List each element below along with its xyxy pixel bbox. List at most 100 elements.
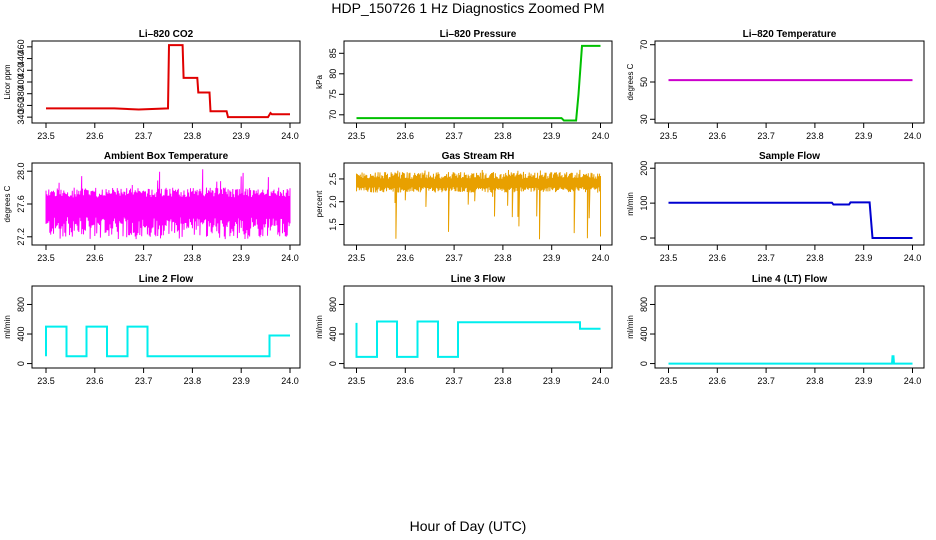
panel-4-ytick-label: 27.2 xyxy=(16,228,26,246)
panel-5-xtick-label: 24.0 xyxy=(592,253,610,263)
panel-5-xtick-label: 23.9 xyxy=(543,253,561,263)
panel-1-ytick-label: 460 xyxy=(16,39,26,54)
panel-9-xtick-label: 24.0 xyxy=(904,376,922,386)
panel-6-series xyxy=(668,201,913,239)
panel-4-xtick-label: 23.6 xyxy=(86,253,104,263)
panel-8-ytick-label: 800 xyxy=(328,297,338,312)
panel-3-frame xyxy=(654,40,925,124)
panel-6-xtick-label: 23.5 xyxy=(660,253,678,263)
panel-1-ytick-label: 420 xyxy=(16,63,26,78)
panel-6-title: Sample Flow xyxy=(759,151,820,162)
panel-8-xtick-label: 23.7 xyxy=(445,376,463,386)
panel-7-xtick-label: 23.6 xyxy=(86,376,104,386)
panel-5-frame xyxy=(343,162,613,246)
panel-5-ytick-label: 1.5 xyxy=(328,218,338,231)
panel-9-xtick-label: 23.5 xyxy=(660,376,678,386)
panel-6-xtick-label: 24.0 xyxy=(904,253,922,263)
panel-9-frame xyxy=(654,285,925,369)
panel-2-title: Li–820 Pressure xyxy=(440,29,517,40)
panel-3-ylabel: degrees C xyxy=(626,63,635,100)
panel-4-series xyxy=(45,169,291,240)
panel-7-frame xyxy=(31,285,301,369)
panel-3-ytick-label: 70 xyxy=(639,40,649,50)
panel-2-ytick-label: 80 xyxy=(328,69,338,79)
panel-4-ytick-label: 28.0 xyxy=(16,162,26,180)
panel-7-ytick-label: 0 xyxy=(16,361,26,366)
panel-6-ytick-label: 200 xyxy=(639,161,649,176)
panel-8-xtick-label: 23.6 xyxy=(397,376,415,386)
figure-title: HDP_150726 1 Hz Diagnostics Zoomed PM xyxy=(331,0,605,16)
panel-3-ytick-label: 50 xyxy=(639,77,649,87)
panel-9-series xyxy=(668,355,913,365)
panel-4-xtick-label: 23.9 xyxy=(232,253,250,263)
panel-6-xtick-label: 23.7 xyxy=(757,253,775,263)
panel-4-xtick-label: 23.8 xyxy=(184,253,202,263)
panel-2-xtick-label: 24.0 xyxy=(592,131,610,141)
panel-3-xtick-label: 23.7 xyxy=(757,131,775,141)
panel-1-ylabel: Licor ppm xyxy=(3,64,12,99)
panel-4-xtick-label: 23.7 xyxy=(135,253,153,263)
panel-1-xtick-label: 23.5 xyxy=(37,131,55,141)
panel-2-xtick-label: 23.5 xyxy=(348,131,366,141)
panel-8-xtick-label: 23.8 xyxy=(494,376,512,386)
panel-1-frame xyxy=(31,40,301,124)
panel-9-xtick-label: 23.8 xyxy=(806,376,824,386)
panel-2-ytick-label: 75 xyxy=(328,89,338,99)
panel-5-ytick-label: 2.5 xyxy=(328,173,338,186)
panel-1-xtick-label: 23.7 xyxy=(135,131,153,141)
panel-8-frame xyxy=(343,285,613,369)
panel-4-ytick-label: 27.6 xyxy=(16,195,26,213)
panel-1-ytick-label: 340 xyxy=(16,110,26,125)
panel-3-xtick-label: 23.6 xyxy=(709,131,727,141)
panel-9-ylabel: ml/min xyxy=(626,315,635,339)
panel-7-ytick-label: 800 xyxy=(16,297,26,312)
panel-7-xtick-label: 23.5 xyxy=(37,376,55,386)
panel-3-xtick-label: 23.5 xyxy=(660,131,678,141)
panel-2-ytick-label: 85 xyxy=(328,48,338,58)
panel-1-ytick-label: 440 xyxy=(16,51,26,66)
panel-6-frame xyxy=(654,162,925,246)
panel-2-xtick-label: 23.8 xyxy=(494,131,512,141)
panel-2-xtick-label: 23.7 xyxy=(445,131,463,141)
panel-9-xtick-label: 23.9 xyxy=(855,376,873,386)
panel-4-title: Ambient Box Temperature xyxy=(104,151,229,162)
x-axis-caption: Hour of Day (UTC) xyxy=(409,518,527,534)
panel-6-xtick-label: 23.8 xyxy=(806,253,824,263)
panel-2-xtick-label: 23.9 xyxy=(543,131,561,141)
panel-6-xtick-label: 23.9 xyxy=(855,253,873,263)
panel-4-xtick-label: 24.0 xyxy=(281,253,299,263)
panel-3-xtick-label: 24.0 xyxy=(904,131,922,141)
panel-7-series xyxy=(45,325,290,358)
panel-2-series xyxy=(356,44,601,122)
panel-1-ytick-label: 400 xyxy=(16,74,26,89)
panel-5-ytick-label: 2.0 xyxy=(328,195,338,208)
panel-6-ylabel: ml/min xyxy=(626,192,635,216)
panel-1-ytick-label: 360 xyxy=(16,98,26,113)
panel-8-series xyxy=(355,320,601,358)
panel-9-ytick-label: 800 xyxy=(639,297,649,312)
panel-9-xtick-label: 23.7 xyxy=(757,376,775,386)
panel-2-ytick-label: 70 xyxy=(328,110,338,120)
panel-1-ytick-label: 380 xyxy=(16,86,26,101)
panel-8-xtick-label: 23.9 xyxy=(543,376,561,386)
panel-1-series xyxy=(46,44,290,119)
panel-9-ytick-label: 0 xyxy=(639,361,649,366)
panel-9-ytick-label: 400 xyxy=(639,327,649,342)
panel-8-ytick-label: 400 xyxy=(328,327,338,342)
panel-2-xtick-label: 23.6 xyxy=(397,131,415,141)
panel-6-xtick-label: 23.6 xyxy=(709,253,727,263)
panel-2-frame xyxy=(343,40,613,124)
panel-1-xtick-label: 23.9 xyxy=(232,131,250,141)
panel-2-ylabel: kPa xyxy=(315,75,324,89)
panel-8-xtick-label: 23.5 xyxy=(348,376,366,386)
panel-7-ylabel: ml/min xyxy=(3,315,12,339)
panel-6-ytick-label: 0 xyxy=(639,236,649,241)
panel-1-xtick-label: 23.6 xyxy=(86,131,104,141)
panel-3-xtick-label: 23.9 xyxy=(855,131,873,141)
panel-6-ytick-label: 100 xyxy=(639,196,649,211)
panel-5-xtick-label: 23.7 xyxy=(445,253,463,263)
panel-8-title: Line 3 Flow xyxy=(451,274,506,285)
panel-8-ylabel: ml/min xyxy=(315,315,324,339)
panel-7-title: Line 2 Flow xyxy=(139,274,194,285)
panel-8-xtick-label: 24.0 xyxy=(592,376,610,386)
